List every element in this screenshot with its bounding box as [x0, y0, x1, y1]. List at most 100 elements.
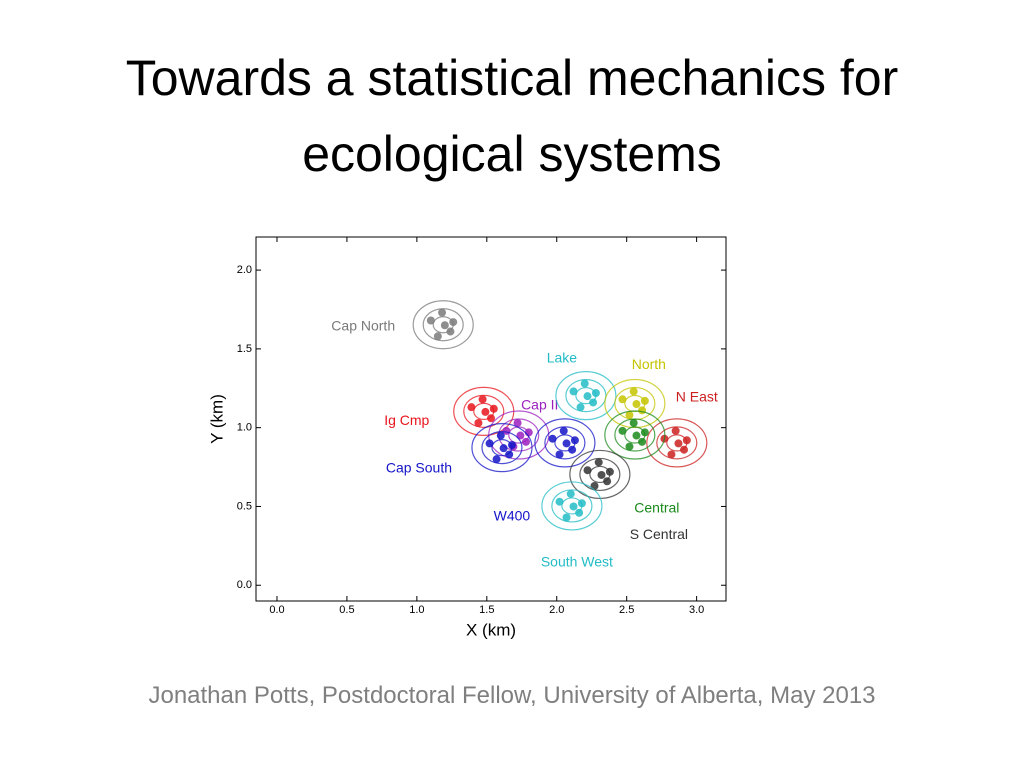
point	[605, 467, 614, 476]
contour	[656, 426, 698, 460]
y-tick-label: 1.5	[237, 343, 252, 355]
point	[632, 400, 641, 409]
point	[467, 403, 476, 412]
series-label: Cap II	[521, 397, 558, 413]
series-label: W400	[494, 508, 531, 524]
contour	[555, 371, 617, 421]
series-label: Ig Cmp	[384, 412, 429, 428]
x-tick-label: 3.0	[689, 604, 704, 616]
series-label: South West	[541, 554, 613, 570]
point	[640, 396, 649, 405]
contour	[614, 418, 656, 452]
point	[433, 332, 442, 341]
point	[629, 418, 638, 427]
point	[638, 406, 647, 415]
contour	[646, 418, 708, 468]
y-tick-label: 2.0	[237, 264, 252, 276]
point	[590, 481, 599, 490]
point	[496, 431, 505, 440]
contour	[604, 410, 666, 460]
point	[505, 450, 514, 459]
point	[667, 450, 676, 459]
point	[568, 445, 577, 454]
point	[521, 437, 530, 446]
x-tick-label: 0.0	[269, 604, 284, 616]
x-tick-label: 1.0	[409, 604, 424, 616]
contour	[422, 308, 464, 342]
point	[569, 502, 578, 511]
y-axis-label: Y (km)	[207, 394, 226, 444]
contour	[412, 300, 474, 350]
point	[589, 398, 598, 407]
point	[446, 327, 455, 336]
contour	[551, 489, 593, 523]
point	[594, 458, 603, 467]
point	[555, 497, 564, 506]
y-tick-label: 1.0	[237, 422, 252, 434]
point	[629, 387, 638, 396]
point	[625, 442, 634, 451]
x-tick-label: 2.5	[619, 604, 634, 616]
y-tick-label: 0.5	[237, 500, 252, 512]
point	[640, 428, 649, 437]
contour	[544, 426, 586, 460]
point	[487, 414, 495, 423]
series-label: North	[632, 356, 666, 372]
point	[438, 308, 447, 317]
point	[638, 437, 647, 446]
x-tick-label: 1.5	[479, 604, 494, 616]
point	[562, 513, 571, 522]
contour	[471, 423, 533, 473]
point	[597, 470, 606, 479]
point	[580, 379, 589, 388]
point	[680, 445, 689, 454]
contour	[463, 394, 505, 428]
point	[499, 444, 508, 453]
point	[449, 318, 458, 327]
point	[489, 404, 498, 413]
point	[440, 321, 449, 330]
x-tick-label: 2.0	[549, 604, 564, 616]
series-label: Lake	[547, 349, 578, 365]
point	[603, 477, 612, 486]
point	[569, 387, 578, 396]
point	[485, 439, 494, 448]
series-label: S Central	[630, 526, 688, 542]
point	[478, 395, 487, 404]
slide-footer: Jonathan Potts, Postdoctoral Fellow, Uni…	[148, 682, 876, 709]
point	[618, 395, 627, 404]
contour	[481, 431, 523, 465]
contour	[534, 418, 596, 468]
slide-title: Towards a statistical mechanics for ecol…	[125, 50, 899, 182]
point	[682, 436, 691, 445]
point	[674, 439, 683, 448]
point	[481, 407, 490, 416]
series-label: Cap North	[331, 317, 395, 333]
point	[576, 403, 585, 412]
point	[562, 439, 571, 448]
point	[632, 431, 641, 440]
point	[426, 316, 435, 325]
series-label: Central	[634, 500, 679, 516]
series-label: Cap South	[386, 459, 452, 475]
point	[625, 411, 634, 420]
point	[583, 466, 592, 475]
plot-frame	[255, 236, 727, 602]
point	[566, 489, 575, 498]
point	[492, 455, 501, 464]
point	[516, 431, 525, 440]
y-tick-label: 0.0	[237, 579, 252, 591]
point	[474, 418, 483, 427]
contour	[541, 481, 603, 531]
point	[555, 450, 564, 459]
point	[671, 426, 680, 435]
point	[570, 436, 579, 445]
contour	[579, 457, 621, 492]
point	[577, 499, 586, 508]
x-tick-label: 0.5	[339, 604, 354, 616]
point	[618, 426, 627, 435]
x-axis-label: X (km)	[466, 620, 516, 639]
point	[559, 426, 568, 435]
